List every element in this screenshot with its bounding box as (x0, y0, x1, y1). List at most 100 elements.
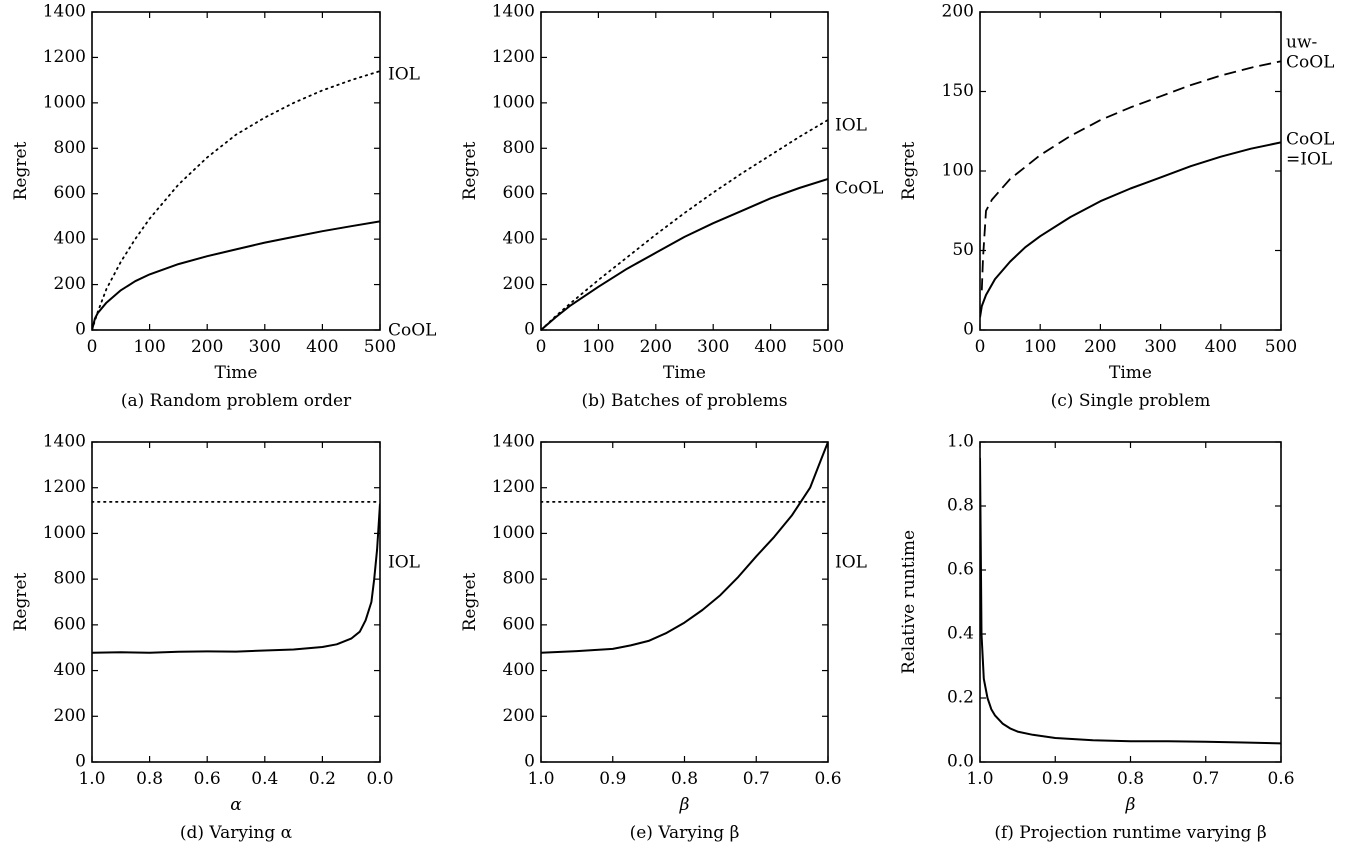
panel-caption: (e) Varying β (630, 823, 740, 843)
y-tick-label: 0.6 (947, 560, 974, 580)
chart-panel-d: IOL 1.0 0.8 0.6 0.4 0.2 0.0 0 200 400 600 800 1000 12… (11, 432, 420, 844)
x-tick-label: 0.6 (814, 769, 841, 789)
y-tick-label: 600 (54, 183, 86, 203)
x-axis-label: Time (215, 363, 258, 383)
plot-frame (979, 11, 1282, 331)
chart-panel-f: 1.0 0.9 0.8 0.7 0.6 0.0 0.2 0.4 0.6 0.8 1.0 β Relati… (899, 432, 1295, 844)
y-tick-label: 1.0 (947, 432, 974, 452)
y-tick-label: 1000 (492, 523, 535, 543)
x-tick-label: 500 (1265, 337, 1297, 357)
x-tick-label: 0.8 (1117, 769, 1144, 789)
panel-caption: (d) Varying α (180, 823, 293, 843)
y-tick-label: 0 (75, 752, 86, 772)
series-line-uw-cool (980, 60, 1281, 291)
series-line-cool (92, 220, 380, 331)
y-tick-label: 1400 (43, 2, 86, 22)
x-tick-label: 0 (87, 337, 98, 357)
series-line-iol (92, 70, 380, 331)
x-tick-label: 0.9 (1042, 769, 1069, 789)
y-tick-label: 1000 (43, 523, 86, 543)
series-label: IOL (388, 65, 420, 85)
series-label: IOL (835, 553, 867, 573)
x-tick-label: 300 (249, 337, 281, 357)
y-axis-label: Regret (460, 141, 480, 200)
y-tick-label: 1200 (43, 47, 86, 67)
y-axis-label: Relative runtime (899, 530, 919, 674)
series-label: =IOL (1286, 150, 1332, 170)
x-tick-label: 0.7 (743, 769, 770, 789)
series-label: CoOL (1286, 130, 1334, 150)
x-tick-label: 0.4 (251, 769, 278, 789)
x-tick-label: 0.2 (309, 769, 336, 789)
y-tick-label: 600 (54, 614, 86, 634)
y-tick-label: 1200 (43, 477, 86, 497)
y-tick-label: 400 (503, 660, 535, 680)
y-tick-label: 1400 (492, 2, 535, 22)
x-tick-label: 0.6 (1267, 769, 1294, 789)
x-tick-label: 400 (754, 337, 786, 357)
y-axis-label: Regret (460, 572, 480, 631)
chart-panel-e: IOL 1.0 0.9 0.8 0.7 0.6 0 200 400 600 800 1000 1200 1… (460, 432, 867, 844)
y-tick-label: 1400 (43, 432, 86, 452)
y-tick-label: 800 (503, 138, 535, 158)
x-tick-label: 400 (306, 337, 338, 357)
x-tick-label: 300 (697, 337, 729, 357)
y-tick-label: 1200 (492, 47, 535, 67)
x-axis-label: Time (1109, 363, 1152, 383)
panel-caption: (c) Single problem (1051, 391, 1211, 411)
y-tick-label: 50 (952, 240, 974, 260)
y-tick-label: 0 (524, 752, 535, 772)
y-tick-label: 400 (54, 660, 86, 680)
y-tick-label: 400 (503, 229, 535, 249)
plot-frame (91, 11, 381, 331)
x-axis-label: β (679, 795, 690, 815)
y-axis-label: Regret (11, 572, 31, 631)
series-label: CoOL (1286, 53, 1334, 73)
plot-frame (540, 441, 829, 763)
series-line-cool (541, 178, 828, 331)
series-label: CoOL (835, 179, 883, 199)
series-label: IOL (388, 553, 420, 573)
y-tick-label: 200 (942, 2, 974, 22)
panel-caption: (b) Batches of problems (581, 391, 787, 411)
x-tick-label: 0.9 (599, 769, 626, 789)
plot-frame (91, 441, 381, 763)
x-tick-label: 0.8 (671, 769, 698, 789)
x-tick-label: 400 (1205, 337, 1237, 357)
series-label: CoOL (388, 321, 436, 341)
series-line-iol (541, 119, 828, 331)
y-tick-label: 800 (54, 569, 86, 589)
x-tick-label: 100 (582, 337, 614, 357)
y-tick-label: 0.4 (947, 624, 974, 644)
y-tick-label: 800 (503, 569, 535, 589)
y-axis-label: Regret (899, 141, 919, 200)
x-tick-label: 0 (975, 337, 986, 357)
x-axis-label: β (1125, 795, 1136, 815)
y-tick-label: 600 (503, 614, 535, 634)
series-label: IOL (835, 116, 867, 136)
series-line-regret (980, 457, 1281, 745)
y-tick-label: 0.2 (947, 688, 974, 708)
y-tick-label: 150 (942, 81, 974, 101)
y-tick-label: 1000 (492, 92, 535, 112)
y-tick-label: 100 (942, 161, 974, 181)
y-tick-label: 0 (524, 320, 535, 340)
x-tick-label: 200 (1084, 337, 1116, 357)
y-tick-label: 0 (75, 320, 86, 340)
series-line-cool-iol (980, 141, 1281, 318)
series-label: uw- (1286, 33, 1317, 53)
chart-panel-a: IOL CoOL 0 100 200 300 400 500 0 200 400 600 800 1000… (11, 2, 436, 412)
x-tick-label: 200 (640, 337, 672, 357)
y-tick-label: 0.0 (947, 752, 974, 772)
plot-frame (540, 11, 829, 331)
y-tick-label: 400 (54, 229, 86, 249)
y-tick-label: 800 (54, 138, 86, 158)
y-tick-label: 200 (54, 706, 86, 726)
y-tick-label: 600 (503, 183, 535, 203)
x-tick-label: 300 (1144, 337, 1176, 357)
panel-caption: (a) Random problem order (121, 391, 352, 411)
y-tick-label: 0.8 (947, 496, 974, 516)
x-tick-label: 100 (133, 337, 165, 357)
